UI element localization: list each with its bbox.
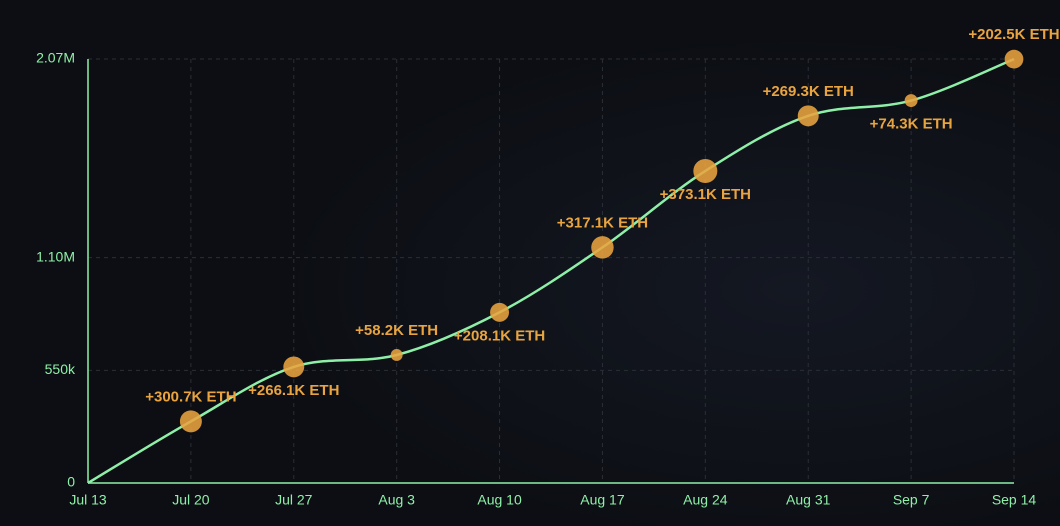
bubble (591, 236, 614, 259)
x-tick-label: Aug 24 (683, 492, 728, 508)
data-label: +266.1K ETH (248, 382, 339, 399)
line (87, 57, 1015, 485)
bubble (490, 302, 510, 322)
y-tick-label: 0 (67, 474, 75, 490)
bubble (1004, 49, 1024, 69)
bubble (797, 105, 819, 127)
x-tick-label: Aug 31 (786, 492, 831, 508)
bubble (179, 410, 202, 433)
x-tick-label: Sep 7 (893, 492, 930, 508)
data-label: +300.7K ETH (145, 388, 236, 405)
x-tick-label: Jul 20 (172, 492, 210, 508)
x-tick-label: Sep 14 (992, 492, 1037, 508)
y-tick-label: 550k (45, 361, 76, 377)
data-label: +202.5K ETH (968, 26, 1059, 43)
x-tick-label: Jul 13 (69, 492, 107, 508)
data-label: +74.3K ETH (870, 116, 953, 133)
data-label: +269.3K ETH (763, 83, 854, 100)
y-tick-label: 1.10M (36, 248, 75, 264)
y-tick-label: 2.07M (36, 50, 75, 66)
x-tick-label: Aug 10 (477, 492, 522, 508)
data-label: +208.1K ETH (454, 327, 545, 344)
bubble (693, 158, 718, 183)
x-tick-label: Aug 3 (378, 492, 415, 508)
data-label: +317.1K ETH (557, 214, 648, 231)
data-label: +58.2K ETH (355, 322, 438, 339)
bubble (390, 349, 403, 361)
x-tick-label: Jul 27 (275, 492, 313, 508)
x-tick-label: Aug 17 (580, 492, 625, 508)
data-label: +373.1K ETH (660, 186, 751, 203)
bubble (904, 94, 918, 108)
bubble (283, 356, 305, 378)
